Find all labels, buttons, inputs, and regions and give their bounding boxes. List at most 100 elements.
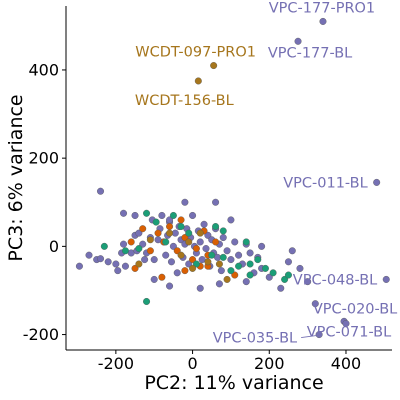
data-point — [173, 269, 181, 277]
data-point — [254, 256, 262, 264]
data-point — [162, 251, 170, 259]
data-point — [166, 223, 174, 231]
data-point — [196, 238, 204, 246]
data-point — [231, 238, 239, 246]
point-label: VPC-020-BL — [313, 301, 397, 317]
data-point — [215, 260, 223, 268]
data-point — [100, 242, 108, 250]
data-point — [167, 258, 175, 266]
data-point — [219, 234, 227, 242]
data-point — [227, 256, 235, 264]
data-point — [215, 280, 223, 288]
data-point — [139, 225, 147, 233]
data-point — [154, 229, 162, 237]
data-point — [185, 229, 193, 237]
data-point — [200, 220, 208, 228]
data-point — [141, 256, 149, 264]
data-point — [219, 253, 227, 261]
data-point — [135, 245, 143, 253]
data-point — [146, 236, 154, 244]
data-point — [181, 267, 189, 275]
point-labels-layer: VPC-177-PRO1 VPC-177-BL WCDT-097-PRO1 WCDT-… — [135, 0, 397, 346]
y-tick-label: 200 — [28, 149, 59, 168]
data-point — [162, 238, 170, 246]
data-point — [114, 267, 122, 275]
x-tick-label: 400 — [331, 354, 362, 373]
data-point — [246, 260, 254, 268]
data-point — [112, 260, 120, 268]
data-point — [284, 258, 292, 266]
data-point — [246, 271, 254, 279]
data-point — [217, 267, 225, 275]
data-point — [288, 247, 296, 255]
points-layer — [75, 17, 390, 339]
data-point — [152, 218, 160, 226]
data-point — [227, 267, 235, 275]
labeled-data-point — [319, 17, 327, 25]
point-label: WCDT-156-BL — [135, 93, 234, 109]
data-point — [227, 216, 235, 224]
labeled-data-point — [342, 320, 350, 328]
data-point — [204, 231, 212, 239]
data-point — [223, 275, 231, 283]
labeled-data-point — [294, 37, 302, 45]
data-point — [196, 284, 204, 292]
data-point — [219, 227, 227, 235]
data-point — [85, 251, 93, 259]
data-point — [192, 245, 200, 253]
x-axis-title: PC2: 11% variance — [144, 372, 323, 394]
data-point — [135, 229, 143, 237]
data-point — [120, 209, 128, 217]
data-point — [196, 229, 204, 237]
data-point — [189, 211, 197, 219]
data-point — [121, 247, 129, 255]
data-point — [202, 245, 210, 253]
data-point — [258, 242, 266, 250]
data-point — [146, 247, 154, 255]
labeled-data-point — [194, 77, 202, 85]
data-point — [97, 187, 105, 195]
data-point — [235, 262, 243, 270]
data-point — [204, 258, 212, 266]
y-tick-label: 0 — [49, 237, 59, 256]
data-point — [150, 256, 158, 264]
labeled-data-point — [373, 178, 381, 186]
point-label: VPC-035-BL — [213, 331, 297, 347]
data-point — [120, 240, 128, 248]
data-point — [208, 251, 216, 259]
point-label: WCDT-097-PRO1 — [135, 45, 256, 61]
y-tick-label: 400 — [28, 60, 59, 79]
data-point — [97, 255, 105, 263]
data-point — [192, 260, 200, 268]
axes-layer — [65, 6, 392, 351]
data-point — [143, 209, 151, 217]
x-tick-label: 0 — [187, 354, 197, 373]
data-point — [296, 264, 304, 272]
data-point — [261, 264, 269, 272]
data-point — [281, 275, 289, 283]
data-point — [235, 251, 243, 259]
labeled-data-point — [382, 275, 390, 283]
data-point — [311, 300, 319, 308]
data-point — [104, 258, 112, 266]
y-axis-title: PC3: 6% variance — [5, 94, 27, 261]
data-point — [231, 271, 239, 279]
point-label: VPC-177-PRO1 — [269, 0, 375, 16]
x-tick-label: 200 — [254, 354, 285, 373]
data-point — [169, 211, 177, 219]
data-point — [158, 273, 166, 281]
data-point — [304, 278, 312, 286]
data-point — [242, 278, 250, 286]
labeled-data-point — [210, 62, 218, 70]
data-point — [177, 223, 185, 231]
data-point — [242, 238, 250, 246]
data-point — [121, 262, 129, 270]
data-point — [181, 234, 189, 242]
data-point — [177, 216, 185, 224]
ticks-layer: -200 0 200 400 -200 0 200 400 — [23, 60, 362, 373]
data-point — [185, 238, 193, 246]
label-connector-line — [301, 335, 317, 339]
data-point — [166, 282, 174, 290]
data-point — [246, 249, 254, 257]
